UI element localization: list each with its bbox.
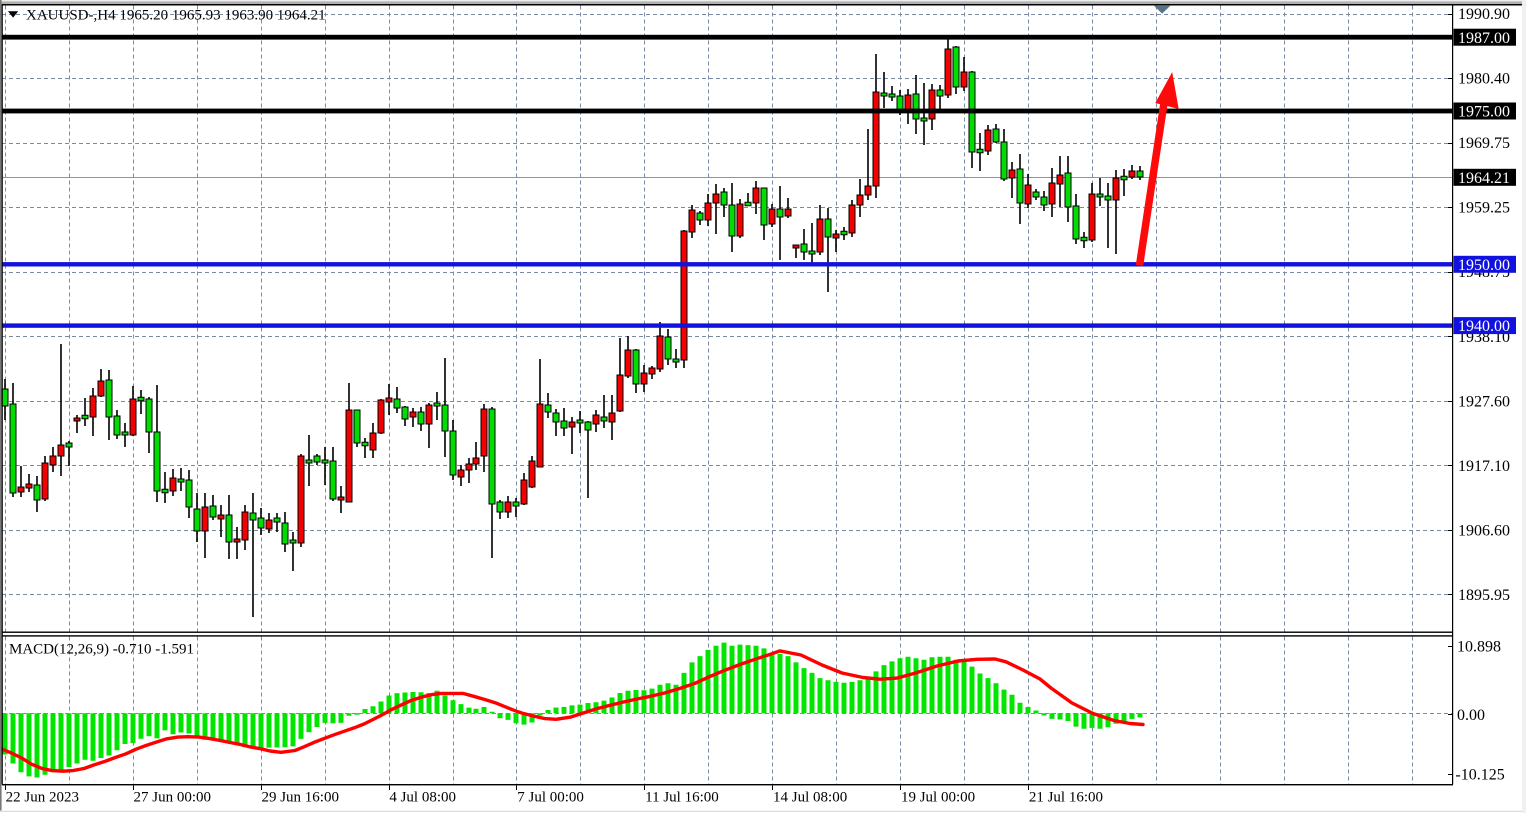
svg-text:27 Jun 00:00: 27 Jun 00:00	[134, 790, 212, 806]
svg-text:1895.95: 1895.95	[1458, 587, 1510, 604]
svg-text:21 Jul 16:00: 21 Jul 16:00	[1029, 790, 1103, 806]
svg-text:1987.00: 1987.00	[1458, 30, 1510, 47]
svg-text:7 Jul 00:00: 7 Jul 00:00	[517, 790, 584, 806]
svg-text:14 Jul 08:00: 14 Jul 08:00	[773, 790, 847, 806]
svg-text:-10.125: -10.125	[1455, 767, 1504, 784]
svg-text:1969.75: 1969.75	[1458, 135, 1510, 152]
svg-text:MACD(12,26,9) -0.710 -1.591: MACD(12,26,9) -0.710 -1.591	[9, 642, 194, 658]
svg-text:1950.00: 1950.00	[1458, 257, 1510, 274]
svg-text:1990.90: 1990.90	[1458, 6, 1510, 23]
svg-text:4 Jul 08:00: 4 Jul 08:00	[389, 790, 456, 806]
svg-text:22 Jun 2023: 22 Jun 2023	[6, 790, 79, 806]
svg-text:1906.60: 1906.60	[1458, 522, 1510, 539]
svg-text:19 Jul 00:00: 19 Jul 00:00	[901, 790, 975, 806]
svg-text:0.00: 0.00	[1457, 707, 1485, 724]
svg-text:11 Jul 16:00: 11 Jul 16:00	[645, 790, 719, 806]
svg-text:1927.60: 1927.60	[1458, 393, 1510, 410]
svg-text:10.898: 10.898	[1457, 639, 1501, 656]
svg-text:1964.21: 1964.21	[1458, 170, 1510, 187]
svg-text:XAUUSD-,H4 1965.20 1965.93 196: XAUUSD-,H4 1965.20 1965.93 1963.90 1964.…	[26, 8, 326, 24]
svg-text:29 Jun 16:00: 29 Jun 16:00	[261, 790, 339, 806]
svg-text:1940.00: 1940.00	[1458, 318, 1510, 335]
svg-text:1959.25: 1959.25	[1458, 200, 1510, 217]
svg-text:1917.10: 1917.10	[1458, 458, 1510, 475]
svg-text:1980.40: 1980.40	[1458, 71, 1510, 88]
svg-text:1975.00: 1975.00	[1458, 104, 1510, 121]
